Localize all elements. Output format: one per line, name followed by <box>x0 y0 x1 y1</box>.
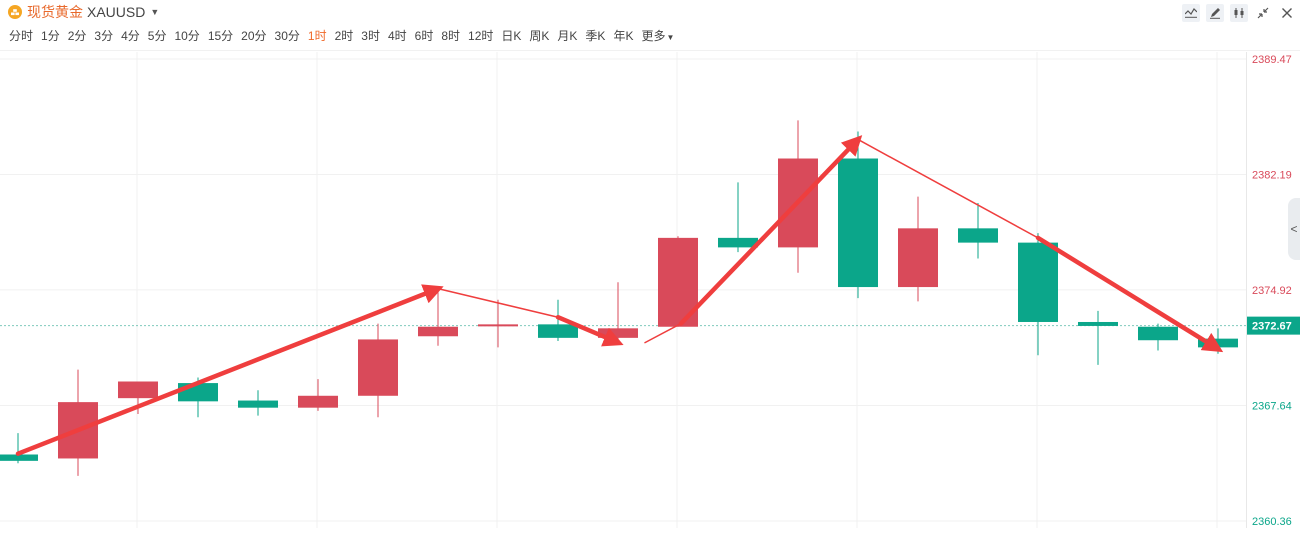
period-5[interactable]: 5分 <box>147 28 167 43</box>
period-6[interactable]: 10分 <box>174 28 200 43</box>
candle-style-icon[interactable] <box>1230 4 1248 22</box>
period-0[interactable]: 分时 <box>9 28 34 43</box>
current-price-label: 2372.67 <box>1252 321 1292 333</box>
period-selector: 分时 1分 2分 3分 4分 5分 10分 15分 20分 30分 1时 2时 3时 4时 6时 8时 12时日… <box>0 25 1300 45</box>
trend-arrow <box>1035 235 1224 353</box>
header-divider <box>0 50 1300 51</box>
candle-body <box>298 395 338 408</box>
trend-arrow <box>678 135 863 326</box>
trend-arrow <box>555 314 624 347</box>
y-tick-label: 2360.36 <box>1252 516 1292 528</box>
period-10[interactable]: 1时 <box>307 28 327 43</box>
candle <box>238 390 278 416</box>
period-7[interactable]: 15分 <box>207 28 234 43</box>
toolbar <box>1176 4 1296 22</box>
candle <box>538 299 578 342</box>
period-14[interactable]: 6时 <box>414 28 434 43</box>
candle <box>118 381 158 415</box>
symbol-selector[interactable]: 现货黄金 XAUUSD ▼ <box>8 2 159 22</box>
more-periods-button[interactable]: 更多▼ <box>637 27 678 44</box>
period-9[interactable]: 30分 <box>274 28 300 43</box>
period-16[interactable]: 12时 <box>468 28 494 43</box>
caret-down-icon[interactable]: ▼ <box>150 7 160 17</box>
candle-body <box>0 454 38 461</box>
candle-body <box>1078 321 1118 326</box>
period-11[interactable]: 2时 <box>334 28 354 43</box>
indicator-icon[interactable] <box>1182 4 1200 22</box>
candle <box>718 182 758 253</box>
period-17[interactable]: 日K <box>501 28 522 43</box>
candle <box>0 433 38 464</box>
y-tick-label: 2382.19 <box>1252 170 1292 182</box>
candle <box>418 290 458 346</box>
period-2[interactable]: 2分 <box>67 28 87 43</box>
chart-header: 现货黄金 XAUUSD ▼ <box>0 0 1300 24</box>
draw-icon[interactable] <box>1206 4 1224 22</box>
candle <box>1018 233 1058 356</box>
current-price-badge <box>1247 316 1300 335</box>
candle-body <box>838 158 878 288</box>
period-4[interactable]: 4分 <box>121 28 140 43</box>
candle-body <box>958 228 998 243</box>
period-21[interactable]: 年K <box>613 28 634 43</box>
candle-body <box>478 324 518 327</box>
trend-line <box>644 322 682 344</box>
candle <box>478 299 518 348</box>
side-panel-toggle[interactable]: < <box>1288 198 1300 260</box>
candle-body <box>238 400 278 408</box>
candle-body <box>718 237 758 248</box>
trend-line <box>437 287 559 318</box>
y-tick-label: 2374.92 <box>1252 285 1292 297</box>
caret-down-icon: ▼ <box>666 32 675 42</box>
candle <box>898 196 938 302</box>
candle <box>598 282 638 343</box>
candle <box>838 131 878 299</box>
shrink-icon[interactable] <box>1254 4 1272 22</box>
candle-body <box>898 228 938 288</box>
period-20[interactable]: 季K <box>585 28 606 43</box>
candle-body <box>1018 242 1058 322</box>
period-3[interactable]: 3分 <box>94 28 114 43</box>
candle-body <box>178 383 218 402</box>
chevron-left-icon: < <box>1290 222 1298 236</box>
more-periods-label: 更多 <box>641 28 666 43</box>
candle-body <box>358 339 398 396</box>
trend-line <box>857 138 1039 239</box>
symbol-name: 现货黄金 <box>27 4 83 20</box>
candle <box>358 323 398 418</box>
candle <box>778 120 818 273</box>
symbol-code: XAUUSD <box>87 4 146 20</box>
trend-arrow <box>15 284 444 456</box>
gold-coin-icon <box>8 5 22 19</box>
candle <box>298 379 338 411</box>
candle-body <box>418 326 458 337</box>
period-18[interactable]: 周K <box>529 28 550 43</box>
period-13[interactable]: 4时 <box>387 28 407 43</box>
candle-body <box>1138 326 1178 341</box>
candle-body <box>118 381 158 399</box>
candle <box>958 202 998 259</box>
candle <box>1138 323 1178 351</box>
period-15[interactable]: 8时 <box>441 28 461 43</box>
candle <box>1078 310 1118 365</box>
period-12[interactable]: 3时 <box>361 28 380 43</box>
candle-body <box>538 324 578 338</box>
close-icon[interactable] <box>1278 4 1296 22</box>
period-8[interactable]: 20分 <box>241 28 267 43</box>
period-1[interactable]: 1分 <box>41 28 60 43</box>
y-tick-label: 2389.47 <box>1252 54 1292 66</box>
y-tick-label: 2367.64 <box>1252 400 1292 412</box>
period-19[interactable]: 月K <box>557 28 578 43</box>
